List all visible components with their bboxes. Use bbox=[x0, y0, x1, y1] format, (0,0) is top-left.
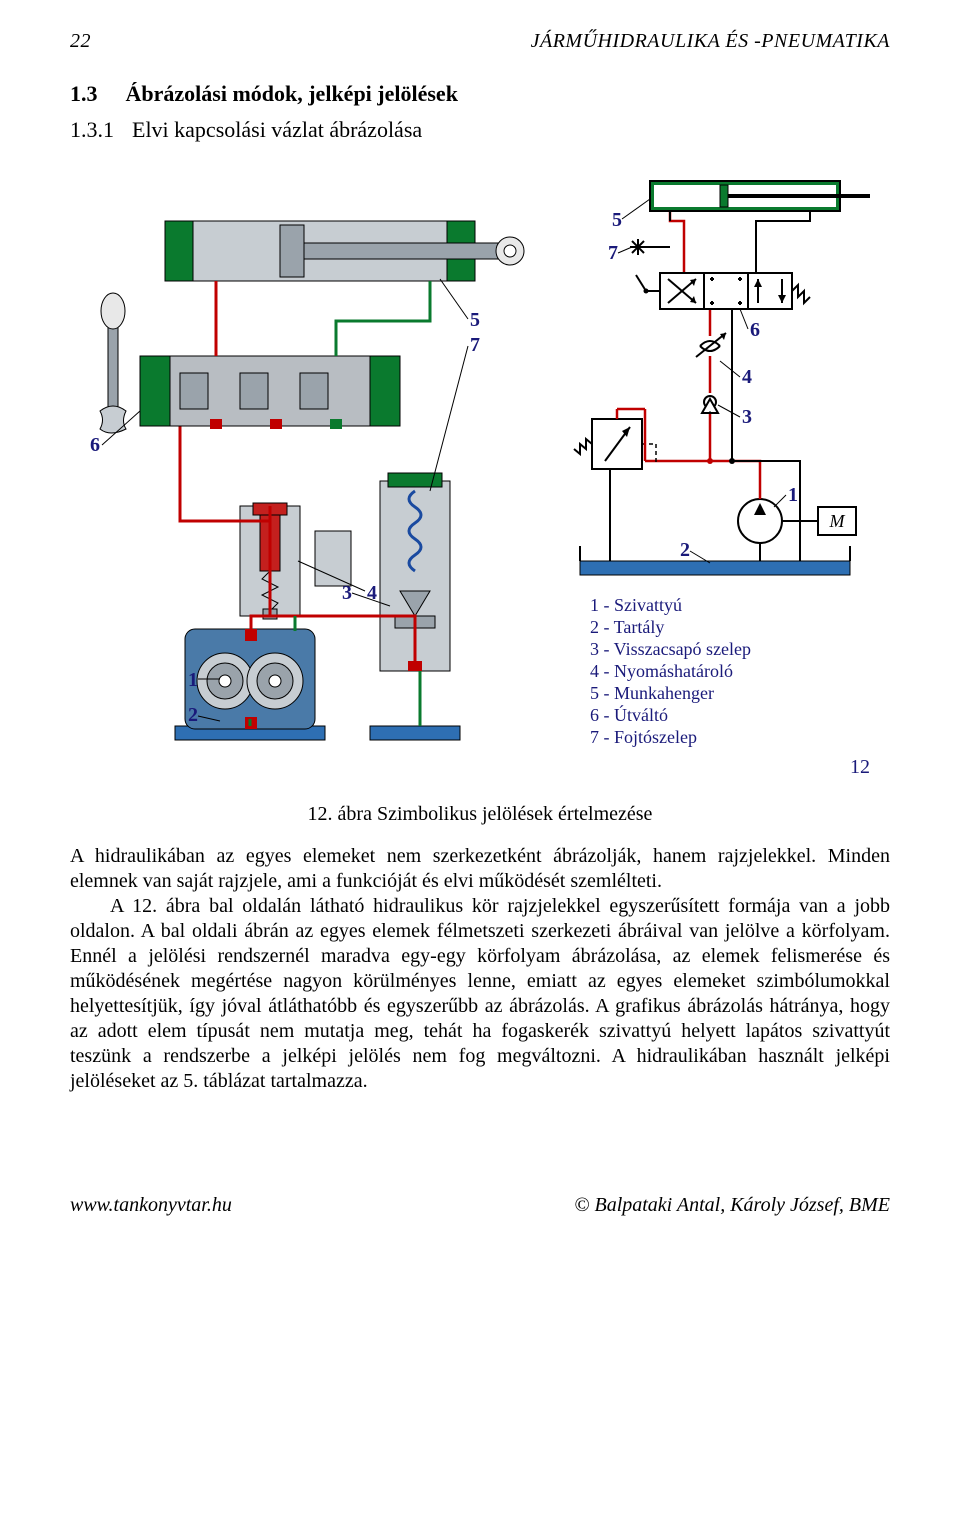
legend-item-4: 4 - Nyomáshatároló bbox=[590, 661, 733, 681]
footer-left: www.tankonyvtar.hu bbox=[70, 1194, 232, 1217]
heading-1-3: 1.3 Ábrázolási módok, jelképi jelölések bbox=[70, 81, 890, 107]
left-callout-4: 4 bbox=[367, 582, 377, 604]
right-callout-7: 7 bbox=[608, 242, 618, 264]
body-paragraph-1: A hidraulikában az egyes elemeket nem sz… bbox=[70, 845, 890, 892]
right-callout-1: 1 bbox=[788, 484, 798, 506]
left-callout-6: 6 bbox=[90, 434, 100, 456]
figure-12-caption: 12. ábra Szimbolikus jelölések értelmezé… bbox=[70, 803, 890, 826]
heading-1-3-1-text: Elvi kapcsolási vázlat ábrázolása bbox=[132, 117, 422, 143]
figure-corner-label: 12 bbox=[850, 756, 870, 778]
footer-right: © Balpataki Antal, Károly József, BME bbox=[574, 1194, 890, 1217]
left-callout-7: 7 bbox=[470, 334, 480, 356]
legend-item-1: 1 - Szivattyú bbox=[590, 595, 682, 615]
left-callout-1: 1 bbox=[188, 669, 198, 691]
legend-item-7: 7 - Fojtószelep bbox=[590, 727, 697, 747]
heading-1-3-1: 1.3.1 Elvi kapcsolási vázlat ábrázolása bbox=[70, 117, 890, 143]
running-title: JÁRMŰHIDRAULIKA ÉS -PNEUMATIKA bbox=[531, 30, 890, 53]
heading-1-3-num: 1.3 bbox=[70, 81, 98, 107]
left-callout-3: 3 bbox=[342, 582, 352, 604]
body-paragraph-2: A 12. ábra bal oldalán látható hidraulik… bbox=[70, 895, 890, 1092]
right-callout-6: 6 bbox=[750, 319, 760, 341]
right-callout-2: 2 bbox=[680, 539, 690, 561]
heading-1-3-text: Ábrázolási módok, jelképi jelölések bbox=[126, 81, 458, 107]
directional-valve-section bbox=[100, 293, 400, 433]
right-callout-4: 4 bbox=[742, 366, 752, 388]
heading-1-3-1-num: 1.3.1 bbox=[70, 117, 114, 143]
svg-text:M: M bbox=[829, 511, 846, 531]
legend-item-3: 3 - Visszacsapó szelep bbox=[590, 639, 751, 659]
right-callout-3: 3 bbox=[742, 406, 752, 428]
legend-item-2: 2 - Tartály bbox=[590, 617, 664, 637]
body-text: A hidraulikában az egyes elemeket nem sz… bbox=[70, 844, 890, 1094]
figure-12: 6 1 2 3 4 5 7 M bbox=[70, 161, 890, 781]
right-callout-5: 5 bbox=[612, 209, 622, 231]
legend-item-6: 6 - Útváltó bbox=[590, 704, 668, 725]
left-callout-5: 5 bbox=[470, 309, 480, 331]
page-number: 22 bbox=[70, 30, 91, 53]
left-callout-2: 2 bbox=[188, 704, 198, 726]
legend-item-5: 5 - Munkahenger bbox=[590, 683, 714, 703]
